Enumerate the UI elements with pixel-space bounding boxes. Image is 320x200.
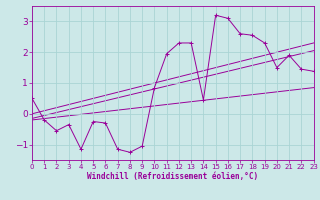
X-axis label: Windchill (Refroidissement éolien,°C): Windchill (Refroidissement éolien,°C) — [87, 172, 258, 181]
